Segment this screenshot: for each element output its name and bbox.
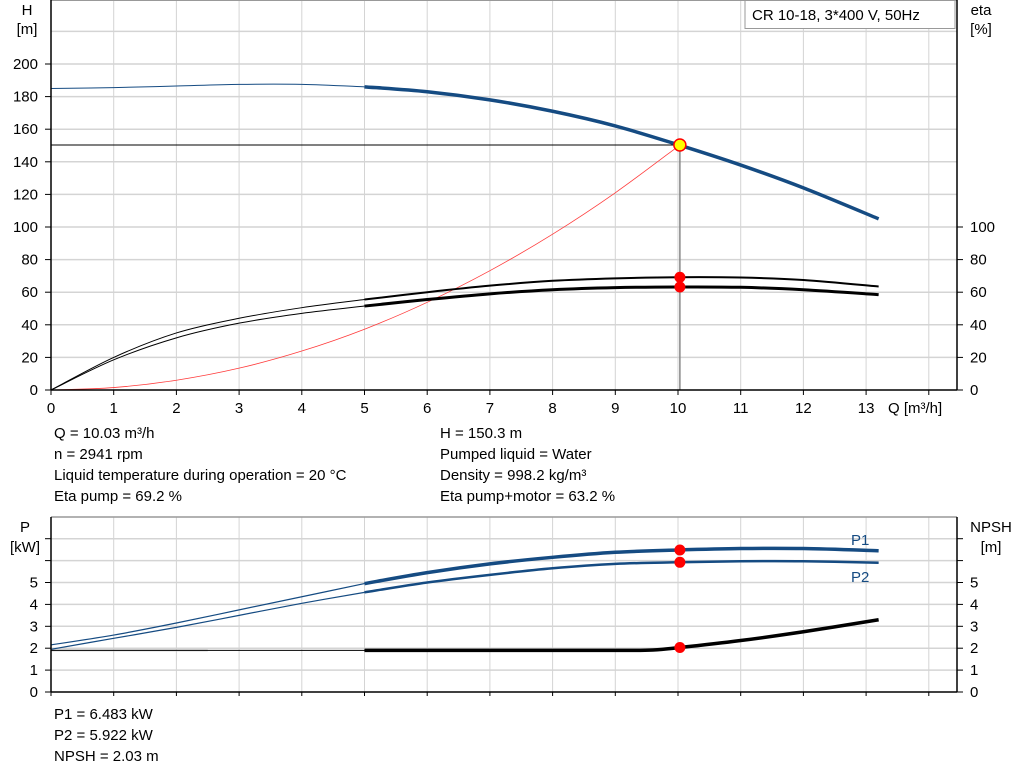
marker-eta-pump-motor — [674, 281, 686, 293]
series-P2-extended — [50, 591, 365, 650]
y-tick-label-right: 100 — [970, 219, 995, 236]
x-tick-label: 7 — [486, 400, 494, 417]
bottom-y-tick-label-right: 2 — [970, 640, 978, 657]
info-eta-pump: Eta pump = 69.2 % — [54, 488, 182, 505]
info-top-right: H = 150.3 m Pumped liquid = Water Densit… — [440, 423, 615, 507]
axes: 0 1 2 3 4 5 6 7 8 9 10 11 12 130204060801001201401601… — [13, 0, 995, 701]
y-tick-label-left: 120 — [13, 186, 38, 203]
y-label-p: P — [20, 519, 30, 536]
bottom-y-tick-label-left: 4 — [30, 596, 38, 613]
bottom-grid — [51, 517, 957, 692]
x-tick-label: 11 — [733, 400, 749, 417]
top-curves — [50, 83, 880, 391]
series-label-p2: P2 — [851, 569, 869, 586]
x-label-q: Q [m³/h] — [888, 400, 942, 417]
y-label-npsh: NPSH — [970, 519, 1012, 536]
x-tick-label: 9 — [611, 400, 619, 417]
x-tick-label: 3 — [235, 400, 243, 417]
x-tick-label: 13 — [858, 400, 875, 417]
y-unit-p: [kW] — [10, 539, 40, 556]
series-P2 — [364, 559, 879, 594]
y-tick-label-right: 80 — [970, 252, 987, 269]
x-tick-label: 2 — [172, 400, 180, 417]
series-eta_pump_motor-extended — [50, 305, 365, 391]
y-tick-label-left: 80 — [21, 252, 38, 269]
bottom-y-tick-label-right: 4 — [970, 596, 978, 613]
marker-npsh — [674, 642, 686, 654]
bottom-y-tick-label-left: 2 — [30, 640, 38, 657]
series-P1 — [364, 546, 879, 586]
x-tick-label: 8 — [548, 400, 556, 417]
legend-text: CR 10-18, 3*400 V, 50Hz — [752, 7, 920, 24]
y-label-h: H — [22, 2, 33, 19]
info-pumped-liquid: Pumped liquid = Water — [440, 446, 592, 463]
y-tick-label-right: 20 — [970, 349, 987, 366]
series-system — [50, 144, 681, 391]
series-label-p1: P1 — [851, 532, 869, 549]
info-speed: n = 2941 rpm — [54, 446, 143, 463]
bottom-y-tick-label-right: 5 — [970, 575, 978, 592]
x-tick-label: 10 — [670, 400, 687, 417]
series-eta_pump_motor — [364, 285, 879, 308]
y-tick-label-left: 40 — [21, 317, 38, 334]
series-eta_pump-extended — [50, 299, 365, 391]
info-head: H = 150.3 m — [440, 425, 523, 442]
y-tick-label-left: 0 — [30, 382, 38, 399]
info-npsh: NPSH = 2.03 m — [54, 748, 159, 765]
y-tick-label-right: 60 — [970, 284, 987, 301]
info-p2: P2 = 5.922 kW — [54, 727, 153, 744]
info-top-left: Q = 10.03 m³/h n = 2941 rpm Liquid tempe… — [54, 423, 346, 507]
series-eta_pump — [364, 276, 879, 301]
y-unit-h: [m] — [17, 21, 38, 38]
marker-p1 — [674, 544, 686, 556]
info-p1: P1 = 6.483 kW — [54, 706, 153, 723]
marker-p2 — [674, 556, 686, 568]
series-head-extended — [50, 83, 365, 89]
y-tick-label-left: 160 — [13, 121, 38, 138]
y-tick-label-left: 60 — [21, 284, 38, 301]
y-tick-label-left: 200 — [13, 56, 38, 73]
y-unit-eta: [%] — [970, 21, 992, 38]
info-density: Density = 998.2 kg/m³ — [440, 467, 587, 484]
x-tick-label: 0 — [47, 400, 55, 417]
y-tick-label-left: 140 — [13, 154, 38, 171]
series-P1-extended — [50, 583, 365, 646]
bottom-y-tick-label-right: 1 — [970, 662, 978, 679]
info-eta-pump-motor: Eta pump+motor = 63.2 % — [440, 488, 616, 505]
y-tick-label-right: 40 — [970, 317, 987, 334]
series-head — [364, 85, 880, 221]
duty-point-marker — [673, 138, 687, 152]
x-tick-label: 5 — [360, 400, 368, 417]
y-label-eta: eta — [971, 2, 993, 19]
marker-eta-pump — [674, 271, 686, 283]
legend-box: CR 10-18, 3*400 V, 50Hz — [744, 0, 956, 29]
x-tick-label: 12 — [795, 400, 812, 417]
bottom-y-tick-label-right: 3 — [970, 618, 978, 635]
bottom-y-tick-label-left: 1 — [30, 662, 38, 679]
info-flow: Q = 10.03 m³/h — [54, 425, 155, 442]
y-tick-label-left: 180 — [13, 89, 38, 106]
bottom-curves — [50, 544, 879, 654]
x-tick-label: 4 — [298, 400, 306, 417]
bottom-y-tick-label-left: 5 — [30, 575, 38, 592]
bottom-y-tick-label-left: 3 — [30, 618, 38, 635]
y-tick-label-right: 0 — [970, 382, 978, 399]
x-tick-label: 6 — [423, 400, 431, 417]
bottom-y-tick-label-right: 0 — [970, 684, 978, 701]
bottom-y-tick-label-left: 0 — [30, 684, 38, 701]
y-tick-label-left: 100 — [13, 219, 38, 236]
x-tick-label: 1 — [110, 400, 118, 417]
series-NPSH — [364, 618, 879, 653]
y-unit-npsh: [m] — [981, 539, 1002, 556]
info-liquid-temperature: Liquid temperature during operation = 20… — [54, 467, 347, 484]
y-tick-label-left: 20 — [21, 349, 38, 366]
info-bottom: P1 = 6.483 kW P2 = 5.922 kW NPSH = 2.03 … — [54, 704, 159, 767]
